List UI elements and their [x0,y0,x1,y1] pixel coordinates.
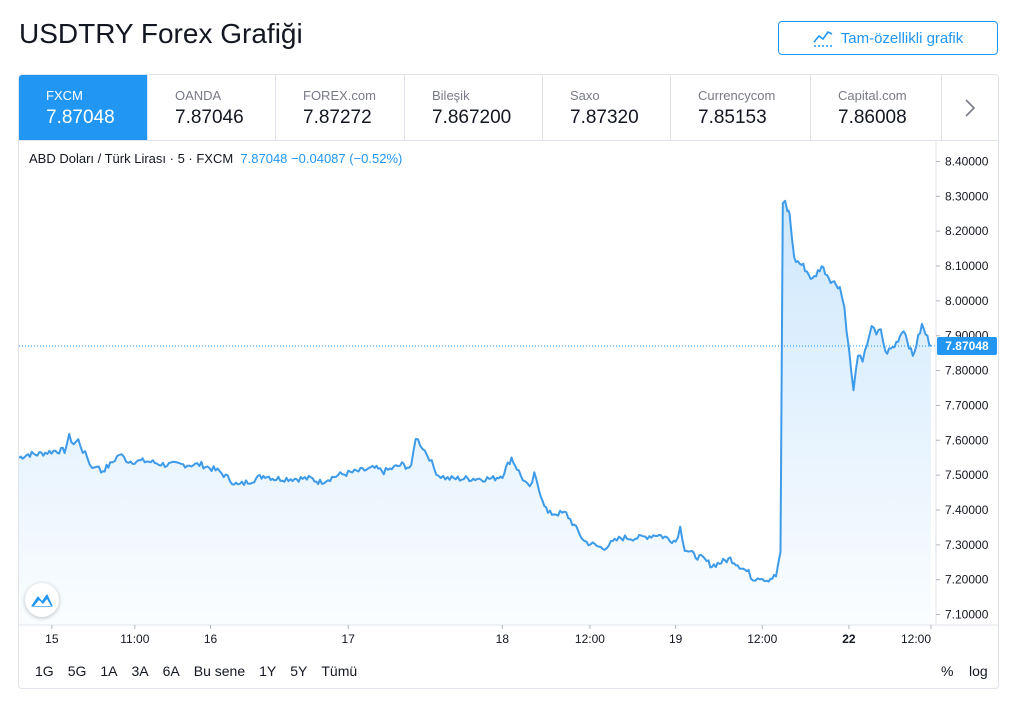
x-tick-label: 18 [496,632,510,646]
y-tick-label: 7.60000 [945,433,989,447]
x-tick-label: 19 [669,632,683,646]
x-tick-label: 22 [842,632,856,646]
x-tick-label: 15 [45,632,59,646]
tab-price: 7.86008 [838,107,907,128]
last-price-label: 7.87048 [945,339,989,353]
tab-price: 7.867200 [432,107,512,128]
y-tick-label: 8.20000 [945,224,989,238]
tradingview-logo-icon[interactable] [25,583,59,617]
range-3a[interactable]: 3A [131,662,149,679]
range-6a[interactable]: 6A [162,662,180,679]
tab-name: Capital.com [838,88,907,103]
range-1a[interactable]: 1A [100,662,118,679]
percent-scale-toggle[interactable]: % [941,663,954,679]
x-tick-label: 12:00 [747,632,777,646]
y-tick-label: 7.20000 [945,573,989,587]
y-tick-label: 7.70000 [945,398,989,412]
range-tumu[interactable]: Tümü [321,662,358,679]
tab-name: Currencycom [698,88,776,103]
price-chart[interactable]: 8.400008.300008.200008.100008.000007.900… [19,141,998,651]
page-title: USDTRY Forex Grafiği [19,18,303,49]
tab-name: OANDA [175,88,222,103]
log-scale-toggle[interactable]: log [969,663,988,679]
chart-widget: FXCM 7.87048 OANDA 7.87046 FOREX.com 7.8… [18,74,999,689]
x-tick-label: 12:00 [901,632,931,646]
x-tick-label: 12:00 [575,632,605,646]
tab-price: 7.85153 [698,107,767,128]
last-price-badge [937,337,997,356]
price-area-fill [19,200,931,626]
tab-forex-com[interactable]: FOREX.com 7.87272 [276,75,405,140]
tab-capital-com[interactable]: Capital.com 7.86008 [811,75,943,140]
full-chart-button[interactable]: Tam-özellikli grafik [778,21,998,55]
tab-price: 7.87320 [570,107,639,128]
tab-bilesik[interactable]: Bileşik 7.867200 [405,75,543,140]
range-5y[interactable]: 5Y [290,662,308,679]
price-line [19,199,932,583]
range-bu-sene[interactable]: Bu sene [193,662,246,679]
chart-legend: ABD Doları / Türk Lirası · 5 · FXCM 7.87… [29,151,402,166]
tabs-next-button[interactable] [941,75,998,140]
y-tick-label: 8.10000 [945,259,989,273]
y-tick-label: 8.40000 [945,154,989,168]
y-tick-label: 8.30000 [945,189,989,203]
legend-change: −0.04087 (−0.52%) [291,151,403,166]
tab-name: Saxo [570,88,600,103]
tab-name: FOREX.com [303,88,376,103]
x-tick-label: 16 [204,632,218,646]
broker-tabs: FXCM 7.87048 OANDA 7.87046 FOREX.com 7.8… [19,75,998,141]
range-5g[interactable]: 5G [67,662,87,679]
range-selector: 1G 5G 1A 3A 6A Bu sene 1Y 5Y Tümü [19,653,998,688]
y-tick-label: 7.10000 [945,608,989,622]
legend-last-value: 7.87048 [240,151,288,166]
x-tick-label: 11:00 [120,632,149,646]
full-chart-button-label: Tam-özellikli grafik [840,29,964,47]
legend-symbol: ABD Doları / Türk Lirası · 5 · FXCM [29,151,234,166]
tab-price: 7.87272 [303,107,372,128]
tab-fxcm[interactable]: FXCM 7.87048 [19,75,148,140]
tab-name: Bileşik [432,88,470,103]
range-1g[interactable]: 1G [35,662,54,679]
y-tick-label: 7.50000 [945,468,989,482]
tab-name: FXCM [46,88,83,103]
chevron-right-icon [965,98,976,117]
tab-currencycom[interactable]: Currencycom 7.85153 [671,75,811,140]
y-tick-label: 7.80000 [945,364,989,378]
y-tick-label: 7.30000 [945,538,989,552]
tab-oanda[interactable]: OANDA 7.87046 [148,75,276,140]
chart-area[interactable]: 8.40000 8.30000 8.20000 8.10000 8.00000 7.900… [19,141,998,646]
y-tick-label: 8.00000 [945,294,989,308]
tab-saxo[interactable]: Saxo 7.87320 [543,75,671,140]
tab-price: 7.87046 [175,107,244,128]
chart-line-icon [813,30,833,47]
x-tick-label: 17 [342,632,356,646]
y-tick-label: 7.40000 [945,503,989,517]
tab-price: 7.87048 [46,107,115,128]
range-1y[interactable]: 1Y [259,662,277,679]
